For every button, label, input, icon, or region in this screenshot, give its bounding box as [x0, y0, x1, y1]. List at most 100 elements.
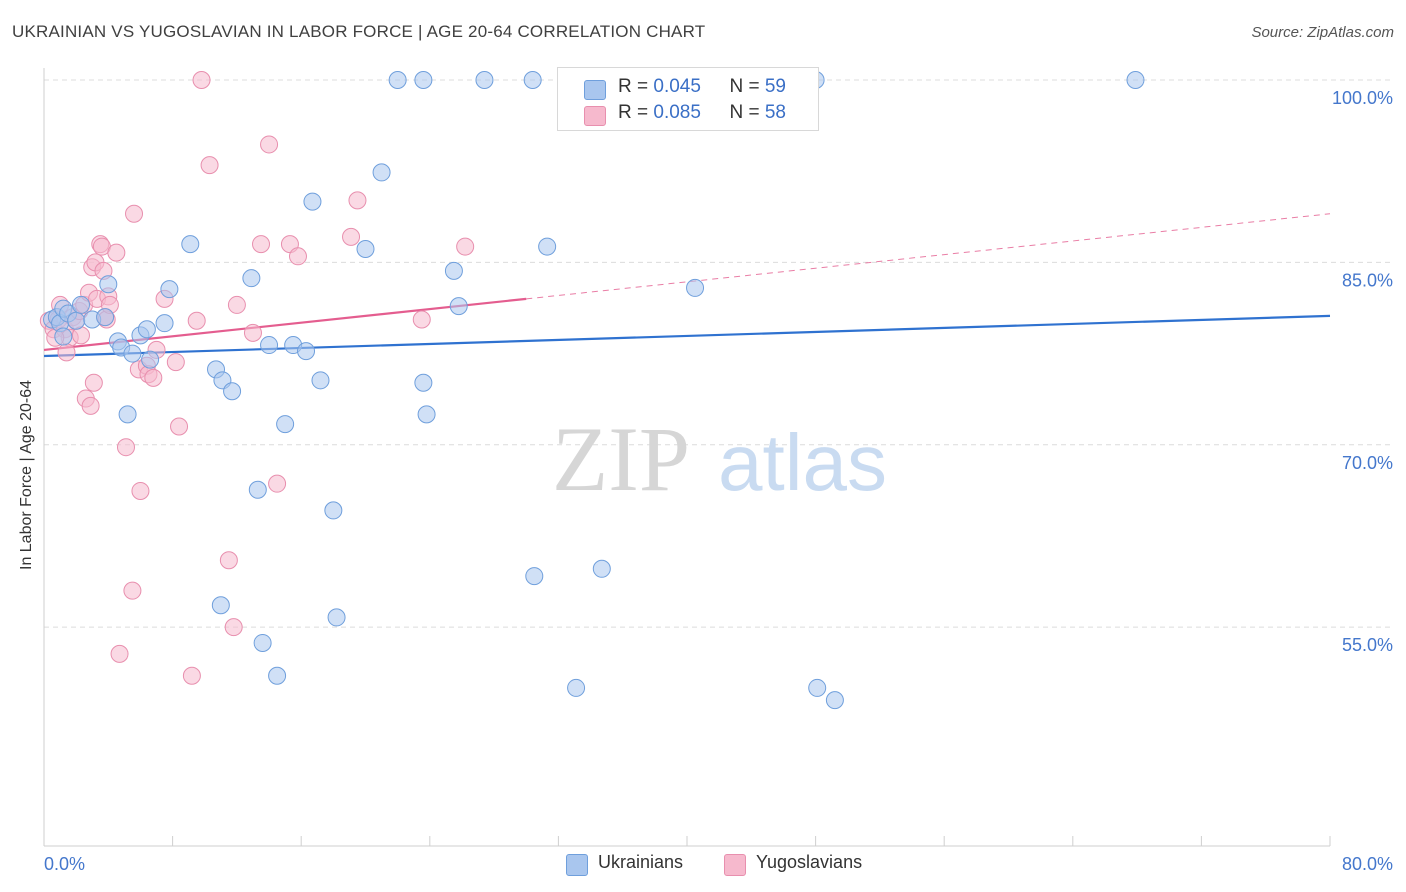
data-point-ukrainians — [223, 382, 242, 401]
legend-label-ukrainians: Ukrainians — [598, 852, 684, 872]
gridlines — [44, 79, 1394, 628]
data-point-yugoslavians — [182, 666, 201, 685]
data-point-ukrainians — [414, 373, 433, 392]
x-tick-label: 0.0% — [44, 854, 85, 874]
data-point-ukrainians — [260, 336, 279, 355]
data-point-ukrainians — [327, 608, 346, 627]
legend-n-label: N = — [729, 76, 765, 97]
data-point-yugoslavians — [200, 156, 219, 175]
data-point-ukrainians — [356, 240, 375, 259]
data-point-yugoslavians — [348, 191, 367, 210]
data-point-ukrainians — [475, 71, 494, 89]
data-point-yugoslavians — [260, 135, 279, 154]
data-point-yugoslavians — [224, 618, 243, 637]
legend-r-value: 0.085 — [653, 102, 701, 123]
data-point-ukrainians — [324, 501, 343, 520]
y-axis-label: In Labor Force | Age 20-64 — [18, 379, 35, 570]
points-yugoslavians — [39, 71, 475, 685]
data-point-ukrainians — [1126, 71, 1145, 89]
data-point-ukrainians — [592, 559, 611, 578]
y-tick-label: 85.0% — [1342, 270, 1393, 290]
y-tick-label: 70.0% — [1342, 453, 1393, 473]
y-tick-label: 100.0% — [1332, 88, 1393, 108]
data-point-ukrainians — [525, 567, 544, 586]
trend-line-ukrainians — [43, 314, 1331, 358]
data-point-ukrainians — [141, 350, 160, 369]
data-point-yugoslavians — [227, 295, 246, 314]
data-point-ukrainians — [538, 237, 557, 256]
data-point-yugoslavians — [125, 204, 144, 223]
data-point-ukrainians — [268, 666, 287, 685]
data-point-ukrainians — [118, 405, 137, 424]
data-point-ukrainians — [523, 71, 542, 89]
legend-r-value: 0.045 — [653, 76, 701, 97]
data-point-ukrainians — [71, 295, 90, 314]
legend-swatch-blue — [584, 80, 606, 100]
data-point-yugoslavians — [288, 247, 307, 266]
data-point-ukrainians — [242, 269, 261, 288]
source-credit: Source: ZipAtlas.com — [1251, 24, 1394, 41]
data-point-yugoslavians — [84, 373, 103, 392]
data-point-yugoslavians — [268, 474, 287, 493]
legend-n-value: 58 — [764, 102, 786, 123]
data-point-ukrainians — [248, 480, 267, 499]
data-point-ukrainians — [444, 261, 463, 280]
data-point-ukrainians — [686, 278, 705, 297]
data-point-ukrainians — [808, 678, 827, 697]
data-point-ukrainians — [67, 311, 86, 330]
data-point-ukrainians — [567, 678, 586, 697]
data-point-ukrainians — [253, 633, 272, 652]
data-point-ukrainians — [372, 163, 391, 182]
data-point-yugoslavians — [456, 237, 475, 256]
data-point-ukrainians — [181, 235, 200, 254]
data-point-ukrainians — [99, 275, 118, 294]
data-point-yugoslavians — [131, 481, 150, 500]
data-point-ukrainians — [311, 371, 330, 390]
legend-swatch-yugoslavians — [724, 854, 746, 876]
legend-r-label: R = — [618, 76, 654, 97]
data-point-ukrainians — [297, 342, 316, 361]
data-point-yugoslavians — [166, 353, 185, 372]
x-tick-label: 80.0% — [1342, 854, 1393, 874]
legend-label-yugoslavians: Yugoslavians — [756, 852, 863, 872]
data-point-yugoslavians — [123, 581, 142, 600]
watermark-atlas: atlas — [718, 418, 887, 507]
data-point-yugoslavians — [107, 243, 126, 262]
data-point-yugoslavians — [219, 551, 238, 570]
chart-title: UKRAINIAN VS YUGOSLAVIAN IN LABOR FORCE … — [12, 22, 706, 41]
data-point-yugoslavians — [116, 438, 135, 457]
data-point-ukrainians — [54, 327, 73, 346]
data-point-ukrainians — [123, 344, 142, 363]
stats-legend: R = 0.045 N = 59 R = 0.085 N = 58 — [557, 67, 819, 131]
data-point-yugoslavians — [192, 71, 211, 89]
data-point-ukrainians — [155, 314, 174, 333]
legend-r-label: R = — [618, 102, 654, 123]
trend-line-yugoslavians-extension — [526, 213, 1331, 300]
data-point-ukrainians — [388, 71, 407, 89]
y-tick-labels: 55.0% 70.0% 85.0% 100.0% — [1332, 88, 1393, 655]
legend-swatch-ukrainians — [566, 854, 588, 876]
data-point-ukrainians — [137, 320, 156, 339]
data-point-ukrainians — [417, 405, 436, 424]
x-tick-labels: 0.0% 80.0% — [44, 854, 1393, 874]
x-ticks — [172, 836, 1331, 846]
data-point-ukrainians — [449, 297, 468, 316]
data-point-yugoslavians — [412, 310, 431, 329]
legend-n-value: 59 — [764, 76, 786, 97]
data-point-ukrainians — [825, 691, 844, 710]
data-point-yugoslavians — [57, 343, 76, 362]
watermark-zip: ZIP — [552, 408, 690, 510]
legend-n-label: N = — [729, 102, 765, 123]
data-point-ukrainians — [96, 308, 115, 327]
legend-swatch-pink — [584, 106, 606, 126]
data-point-yugoslavians — [342, 227, 361, 246]
points-ukrainians — [43, 71, 1145, 710]
data-point-ukrainians — [211, 596, 230, 615]
data-point-ukrainians — [160, 280, 179, 299]
data-point-yugoslavians — [144, 368, 163, 387]
y-tick-label: 55.0% — [1342, 635, 1393, 655]
data-point-yugoslavians — [81, 396, 100, 415]
data-point-ukrainians — [303, 192, 322, 211]
watermark: ZIP atlas — [552, 408, 887, 510]
